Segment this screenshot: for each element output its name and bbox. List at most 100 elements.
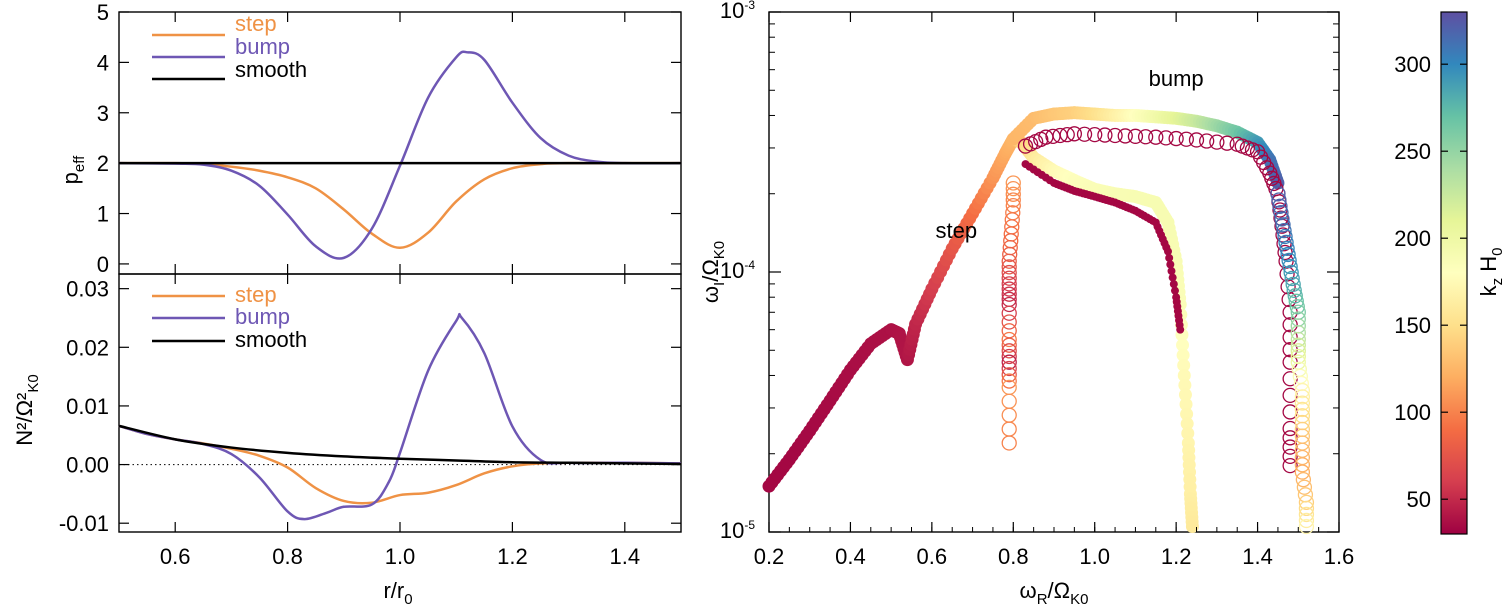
growth-point <box>1275 217 1291 233</box>
growth-point <box>1001 270 1017 286</box>
colorbar-ticks: 50 100 150 200 250 300 <box>1394 52 1467 512</box>
growth-point <box>1176 338 1190 352</box>
growth-point <box>1168 273 1177 282</box>
growth-point <box>1286 282 1302 299</box>
growth-xlabel: ωR/ΩK0 <box>1020 578 1089 608</box>
growth-point <box>1281 252 1297 269</box>
growth-xtick-label: 0.8 <box>998 544 1029 569</box>
growth-point <box>1270 186 1286 202</box>
growth-point <box>1117 128 1133 144</box>
growth-point <box>1294 401 1311 418</box>
n2-xtick-label: 1.2 <box>497 544 528 569</box>
growth-ylabel: ωI/ΩK0 <box>698 241 728 303</box>
growth-xtick-label: 0.4 <box>835 544 866 569</box>
n2-ytick-label: 0.03 <box>66 277 109 302</box>
growth-point <box>1288 293 1304 309</box>
n2-line-smooth <box>118 424 682 466</box>
growth-point <box>1178 378 1192 392</box>
n2-xtick-label: 1.4 <box>610 544 641 569</box>
growth-point <box>1178 388 1192 402</box>
growth-xtick-label: 1.4 <box>1242 544 1273 569</box>
growth-point <box>1076 126 1093 142</box>
growth-point <box>1298 500 1315 517</box>
colorbar-gradient <box>1440 11 1468 535</box>
growth-point <box>1283 264 1299 281</box>
growth-point <box>1137 129 1154 145</box>
growth-xtick-label: 0.6 <box>917 544 948 569</box>
growth-point <box>1001 393 1017 409</box>
growth-point <box>1294 464 1311 480</box>
growth-ticks: 0.2 0.4 0.6 0.8 1.0 1.2 1.4 1.6 10-5 10-4 10-3 <box>720 0 1354 569</box>
growth-point <box>1097 127 1113 143</box>
growth-point <box>1059 127 1075 143</box>
colorbar-tick-label: 300 <box>1394 52 1431 77</box>
growth-point <box>1290 331 1306 348</box>
growth-ytick-label: 10-5 <box>720 518 755 543</box>
growth-point <box>1001 259 1017 275</box>
growth-point <box>1005 192 1021 208</box>
growth-point <box>1005 186 1021 202</box>
n2-ticks: -0.01 0.00 0.01 0.02 0.03 0.6 0.8 1.0 1.2 1.4 <box>59 274 681 569</box>
growth-point <box>1277 228 1293 245</box>
growth-point <box>1296 479 1313 495</box>
growth-xtick-label: 1.0 <box>1079 544 1110 569</box>
growth-point <box>1005 175 1021 191</box>
growth-point <box>1180 407 1194 421</box>
peff-line-step <box>118 161 682 250</box>
growth-point <box>1271 192 1287 208</box>
growth-point <box>1001 421 1017 437</box>
growth-point <box>1282 448 1298 465</box>
growth-point <box>1001 276 1017 292</box>
growth-point <box>1185 519 1199 533</box>
growth-point <box>1005 180 1021 197</box>
colorbar-label: kz H0 <box>1476 248 1503 297</box>
growth-point <box>1289 299 1305 315</box>
growth-point <box>1001 435 1017 451</box>
n2-ytick-label: 0.00 <box>66 453 109 478</box>
growth-point <box>1001 407 1017 423</box>
growth-point <box>1188 132 1205 148</box>
n2-ytick-label: -0.01 <box>59 511 109 536</box>
peff-ytick-label: 5 <box>97 0 109 25</box>
growth-point <box>1001 253 1017 269</box>
peff-ticks: 0 1 2 3 4 5 <box>97 0 681 277</box>
growth-point <box>1280 246 1296 263</box>
growth-points <box>762 106 1315 535</box>
growth-point <box>1170 286 1179 295</box>
growth-point <box>1002 246 1018 263</box>
growth-point <box>1001 296 1017 313</box>
growth-point <box>1298 512 1315 529</box>
growth-point <box>1290 325 1306 341</box>
growth-point <box>1282 258 1298 275</box>
growth-point <box>1001 264 1017 281</box>
growth-point <box>1282 420 1298 437</box>
annotation-step: step <box>935 218 977 243</box>
growth-point <box>1273 204 1289 221</box>
colorbar-tick-label: 150 <box>1394 313 1431 338</box>
growth-point <box>1284 270 1300 287</box>
growth-point <box>1209 134 1225 150</box>
growth-point <box>1001 354 1017 370</box>
growth-point <box>1298 518 1315 535</box>
n2-line-bump <box>118 312 682 521</box>
peff-panel: 0 1 2 3 4 5 peff step bump smooth <box>58 0 682 277</box>
growth-point <box>1276 223 1292 239</box>
peff-ylabel: peff <box>58 155 88 184</box>
growth-point <box>1176 348 1190 362</box>
growth-point <box>1001 305 1017 321</box>
growth-point <box>1167 267 1176 276</box>
n2-ylabel: N²/Ω²K0 <box>12 374 42 445</box>
growth-point <box>1179 397 1193 411</box>
growth-point <box>1287 288 1303 304</box>
growth-xtick-label: 1.2 <box>1161 544 1192 569</box>
growth-point <box>1282 329 1298 345</box>
growth-point <box>1294 395 1311 411</box>
growth-point <box>1295 472 1312 488</box>
growth-point <box>1298 506 1315 523</box>
growth-point <box>1001 343 1017 359</box>
colorbar: 50 100 150 200 250 300 kz H0 <box>1394 11 1503 535</box>
growth-point <box>1177 358 1191 372</box>
n2-xtick-label: 1.0 <box>385 544 416 569</box>
colorbar-tick-label: 100 <box>1394 400 1431 425</box>
